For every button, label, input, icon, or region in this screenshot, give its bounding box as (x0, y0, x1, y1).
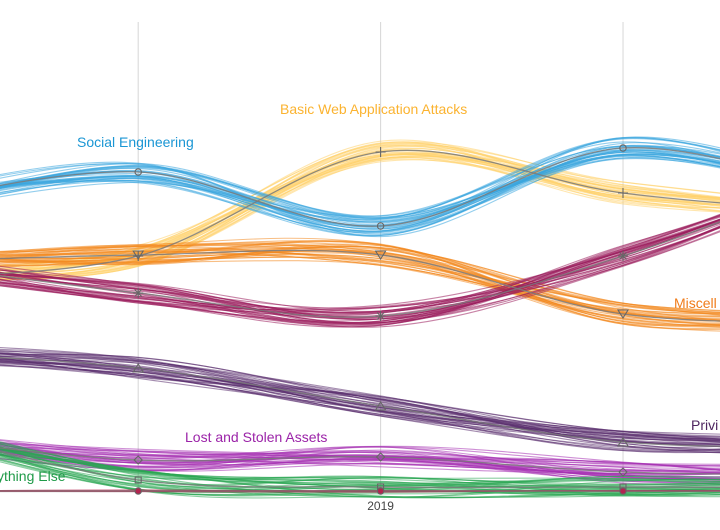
marker-privilege-misuse (374, 400, 387, 411)
band-line (0, 154, 720, 232)
band-line (0, 350, 720, 446)
marker-lost-and-stolen-assets (375, 452, 386, 462)
band-line (0, 357, 720, 441)
band-line (0, 240, 720, 326)
marker-basic-web-application-attacks (375, 147, 386, 157)
band-line (0, 352, 720, 437)
marker-lost-and-stolen-assets (133, 455, 143, 465)
band-line (0, 248, 720, 312)
series-mean-lines (0, 147, 720, 492)
marker-lost-and-stolen-assets (618, 467, 628, 477)
marker-denial-of-service (134, 487, 142, 495)
x-tick-label-2019: 2019 (367, 499, 394, 513)
mean-line-everything-else (0, 450, 720, 489)
band-privilege-misuse (0, 346, 720, 454)
mean-line-privilege-misuse (0, 356, 720, 447)
marker-everything-else (134, 476, 142, 484)
mean-line-social-engineering (0, 147, 720, 227)
label-basic-web-application-attacks: Basic Web Application Attacks (280, 101, 467, 117)
marker-privilege-misuse (617, 436, 629, 447)
band-line (0, 352, 720, 443)
label-miscellaneous-errors: Miscell (674, 295, 717, 311)
series-bands (0, 136, 720, 499)
marker-system-intrusion (375, 311, 386, 321)
x-axis-ticks: 2019 (367, 499, 394, 513)
band-everything-else (0, 441, 720, 499)
marker-system-intrusion (618, 251, 628, 261)
band-line (0, 364, 720, 442)
mean-line-miscellaneous-errors (0, 249, 720, 322)
marker-denial-of-service (376, 487, 385, 495)
band-line (0, 355, 720, 453)
label-lost-and-stolen-assets: Lost and Stolen Assets (185, 429, 327, 445)
band-line (0, 250, 720, 325)
band-line (0, 219, 720, 324)
marker-miscellaneous-errors (132, 250, 145, 261)
mean-line-lost-and-stolen-assets (0, 447, 720, 475)
band-line (0, 350, 720, 444)
marker-social-engineering (619, 144, 627, 152)
band-line (0, 242, 720, 316)
label-privilege-misuse: Privi (691, 417, 718, 433)
series-labels: Social Engineering Basic Web Application … (0, 101, 718, 484)
label-everything-else: ything Else (0, 468, 66, 484)
band-line (0, 448, 720, 490)
band-line (0, 157, 720, 219)
band-line (0, 240, 720, 331)
marker-denial-of-service (619, 487, 627, 495)
label-social-engineering: Social Engineering (77, 134, 194, 150)
marker-social-engineering (376, 222, 385, 230)
marker-social-engineering (134, 168, 142, 176)
band-line (0, 146, 720, 235)
band-line (0, 245, 720, 314)
band-line (0, 250, 720, 327)
marker-system-intrusion (133, 288, 144, 298)
band-line (0, 441, 720, 475)
band-line (0, 364, 720, 452)
marker-privilege-misuse (132, 362, 145, 373)
marker-basic-web-application-attacks (618, 188, 628, 198)
band-line (0, 137, 720, 221)
marker-miscellaneous-errors (374, 250, 387, 261)
series-markers (132, 144, 629, 495)
marker-miscellaneous-errors (617, 309, 629, 320)
band-miscellaneous-errors (0, 237, 720, 332)
